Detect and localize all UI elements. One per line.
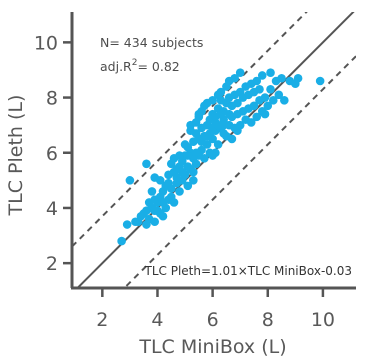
data-point [172,165,182,174]
data-point [216,87,226,97]
data-point [257,71,267,80]
data-point [183,151,193,160]
data-point [150,206,160,216]
ticks: 2 4 6 8 10 2 4 6 8 10 [34,32,335,331]
data-point [150,217,160,227]
data-point [255,84,264,94]
data-point [191,148,201,158]
data-point [186,120,195,130]
data-point [230,73,239,83]
r2-annotation: adj.R2= 0.82 [100,58,180,74]
data-point [175,187,184,196]
data-point [158,211,168,221]
data-point [189,176,198,185]
data-point [117,236,126,246]
data-point [133,217,143,227]
regression-equation: TLC Pleth=1.01×TLC MiniBox-0.03 [144,264,353,278]
x-axis-title: TLC MiniBox (L) [138,336,286,358]
data-point [183,162,193,171]
data-point [216,109,226,119]
limit-line-1 [72,12,308,248]
y-tick-label: 10 [34,32,58,54]
data-point [144,198,154,207]
data-point [213,140,223,149]
x-tick-label: 8 [262,309,274,331]
data-point [200,153,209,163]
y-axis-title: TLC Pleth (L) [5,95,27,217]
data-point [169,198,179,207]
data-point [125,176,135,185]
data-point [249,101,259,111]
data-point [266,84,275,94]
data-point [224,109,234,119]
data-point [260,109,270,119]
data-point [158,198,168,207]
y-tick-label: 8 [46,88,58,110]
data-point [164,178,173,188]
data-point [280,96,289,105]
data-point [227,134,237,144]
data-point [219,129,228,138]
x-tick-label: 10 [311,309,335,331]
data-point [268,96,278,105]
data-point [252,76,262,86]
data-points [117,68,325,246]
data-point [263,101,273,111]
data-point [260,93,270,102]
data-point [274,90,284,100]
data-point [233,98,242,108]
data-point [197,137,206,147]
data-point [122,220,132,229]
data-point [147,187,157,196]
data-point [266,68,275,78]
data-point [277,73,286,83]
x-tick-label: 4 [151,309,163,331]
limit-line-2 [122,55,356,288]
data-point [252,112,262,122]
data-point [233,126,242,135]
data-point [208,96,217,105]
data-point [235,68,245,78]
data-point [202,131,212,141]
data-point [213,120,223,130]
data-point [142,159,151,169]
data-point [293,73,303,83]
data-point [208,151,217,160]
data-point [194,109,204,119]
data-point [315,76,325,86]
data-point [180,140,190,149]
data-point [155,176,165,185]
y-tick-label: 4 [46,198,58,220]
y-tick-label: 2 [46,253,58,275]
data-point [142,206,151,216]
x-tick-label: 2 [96,309,108,331]
n-annotation: N= 434 subjects [100,35,203,50]
data-point [246,118,256,127]
data-point [189,167,198,177]
x-tick-label: 6 [207,309,219,331]
data-point [175,151,184,160]
y-tick-label: 6 [46,143,58,165]
data-point [183,181,193,191]
